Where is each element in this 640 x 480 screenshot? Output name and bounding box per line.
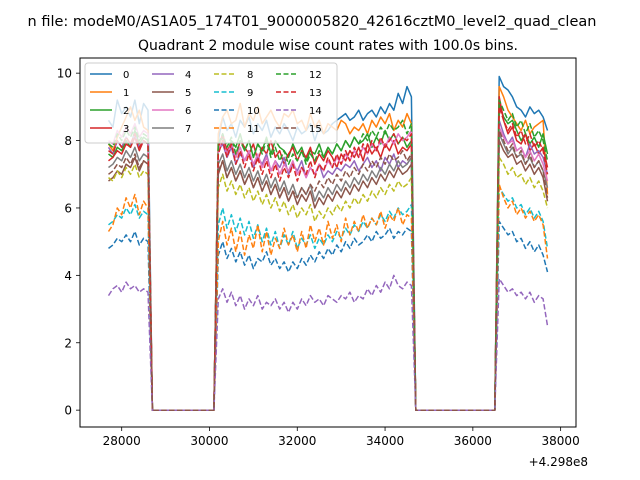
- x-tick-label-1: 30000: [190, 434, 228, 448]
- axes-frame: [79, 57, 577, 428]
- x-tick-label-3: 34000: [366, 434, 404, 448]
- y-tick-label-5: 10: [57, 67, 72, 81]
- legend-label-11: 11: [247, 124, 260, 135]
- series-layer: [107, 75, 549, 411]
- chart-title: Quadrant 2 module wise count rates with …: [138, 38, 518, 54]
- y-tick-label-1: 2: [64, 336, 72, 350]
- legend-label-2: 2: [123, 106, 129, 117]
- legend-label-13: 13: [309, 88, 322, 99]
- legend-box: [84, 62, 338, 144]
- legend-label-0: 0: [123, 70, 129, 81]
- x-tick-label-4: 36000: [454, 434, 492, 448]
- x-offset-text: +4.298e8: [529, 455, 588, 469]
- y-tick-label-3: 6: [64, 201, 72, 215]
- y-tick-label-2: 4: [64, 269, 72, 283]
- legend-label-1: 1: [123, 88, 129, 99]
- legend-label-7: 7: [185, 124, 191, 135]
- legend-label-8: 8: [247, 70, 253, 81]
- x-axis: 28000 30000 32000 34000 36000 38000: [103, 427, 580, 448]
- x-tick-label-5: 38000: [542, 434, 580, 448]
- legend-label-12: 12: [309, 70, 322, 81]
- chart-suptitle: n file: modeM0/AS1A05_174T01_9000005820_…: [28, 14, 597, 30]
- legend-label-10: 10: [247, 106, 260, 117]
- series-line-15: [108, 129, 549, 411]
- legend-label-4: 4: [185, 70, 191, 81]
- legend-label-6: 6: [185, 106, 191, 117]
- x-tick-label-2: 32000: [278, 434, 316, 448]
- series-line-14: [107, 274, 549, 411]
- y-tick-label-4: 8: [64, 134, 72, 148]
- y-axis: 0 2 4 6 8 10: [57, 67, 80, 418]
- legend-label-3: 3: [123, 124, 129, 135]
- legend-label-15: 15: [309, 124, 322, 135]
- legend-label-5: 5: [185, 88, 191, 99]
- x-tick-label-0: 28000: [103, 434, 141, 448]
- legend-label-9: 9: [247, 88, 253, 99]
- legend-label-14: 14: [309, 106, 322, 117]
- y-tick-label-0: 0: [64, 404, 72, 418]
